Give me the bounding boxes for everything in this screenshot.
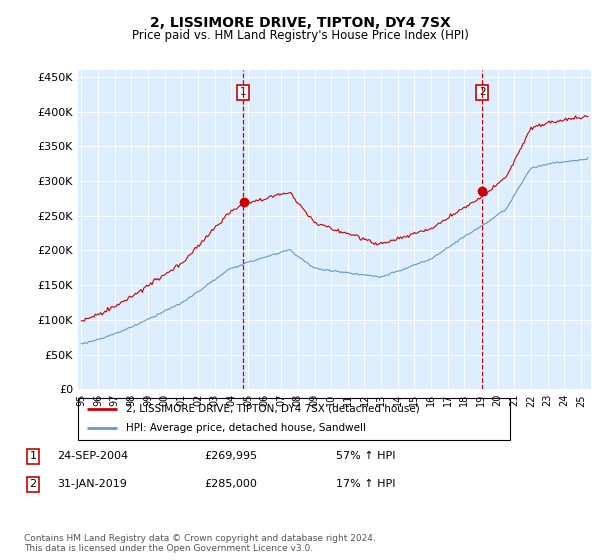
Text: 2, LISSIMORE DRIVE, TIPTON, DY4 7SX (detached house): 2, LISSIMORE DRIVE, TIPTON, DY4 7SX (det… xyxy=(125,404,419,414)
Text: Price paid vs. HM Land Registry's House Price Index (HPI): Price paid vs. HM Land Registry's House … xyxy=(131,29,469,42)
Text: 1: 1 xyxy=(29,451,37,461)
Text: HPI: Average price, detached house, Sandwell: HPI: Average price, detached house, Sand… xyxy=(125,423,365,433)
Text: 2: 2 xyxy=(29,479,37,489)
Text: 1: 1 xyxy=(240,87,247,97)
Text: £269,995: £269,995 xyxy=(204,451,257,461)
Text: 57% ↑ HPI: 57% ↑ HPI xyxy=(336,451,395,461)
Text: 24-SEP-2004: 24-SEP-2004 xyxy=(57,451,128,461)
Text: 2, LISSIMORE DRIVE, TIPTON, DY4 7SX: 2, LISSIMORE DRIVE, TIPTON, DY4 7SX xyxy=(149,16,451,30)
Text: 17% ↑ HPI: 17% ↑ HPI xyxy=(336,479,395,489)
Text: £285,000: £285,000 xyxy=(204,479,257,489)
Text: Contains HM Land Registry data © Crown copyright and database right 2024.
This d: Contains HM Land Registry data © Crown c… xyxy=(24,534,376,553)
Text: 2: 2 xyxy=(479,87,486,97)
Text: 31-JAN-2019: 31-JAN-2019 xyxy=(57,479,127,489)
